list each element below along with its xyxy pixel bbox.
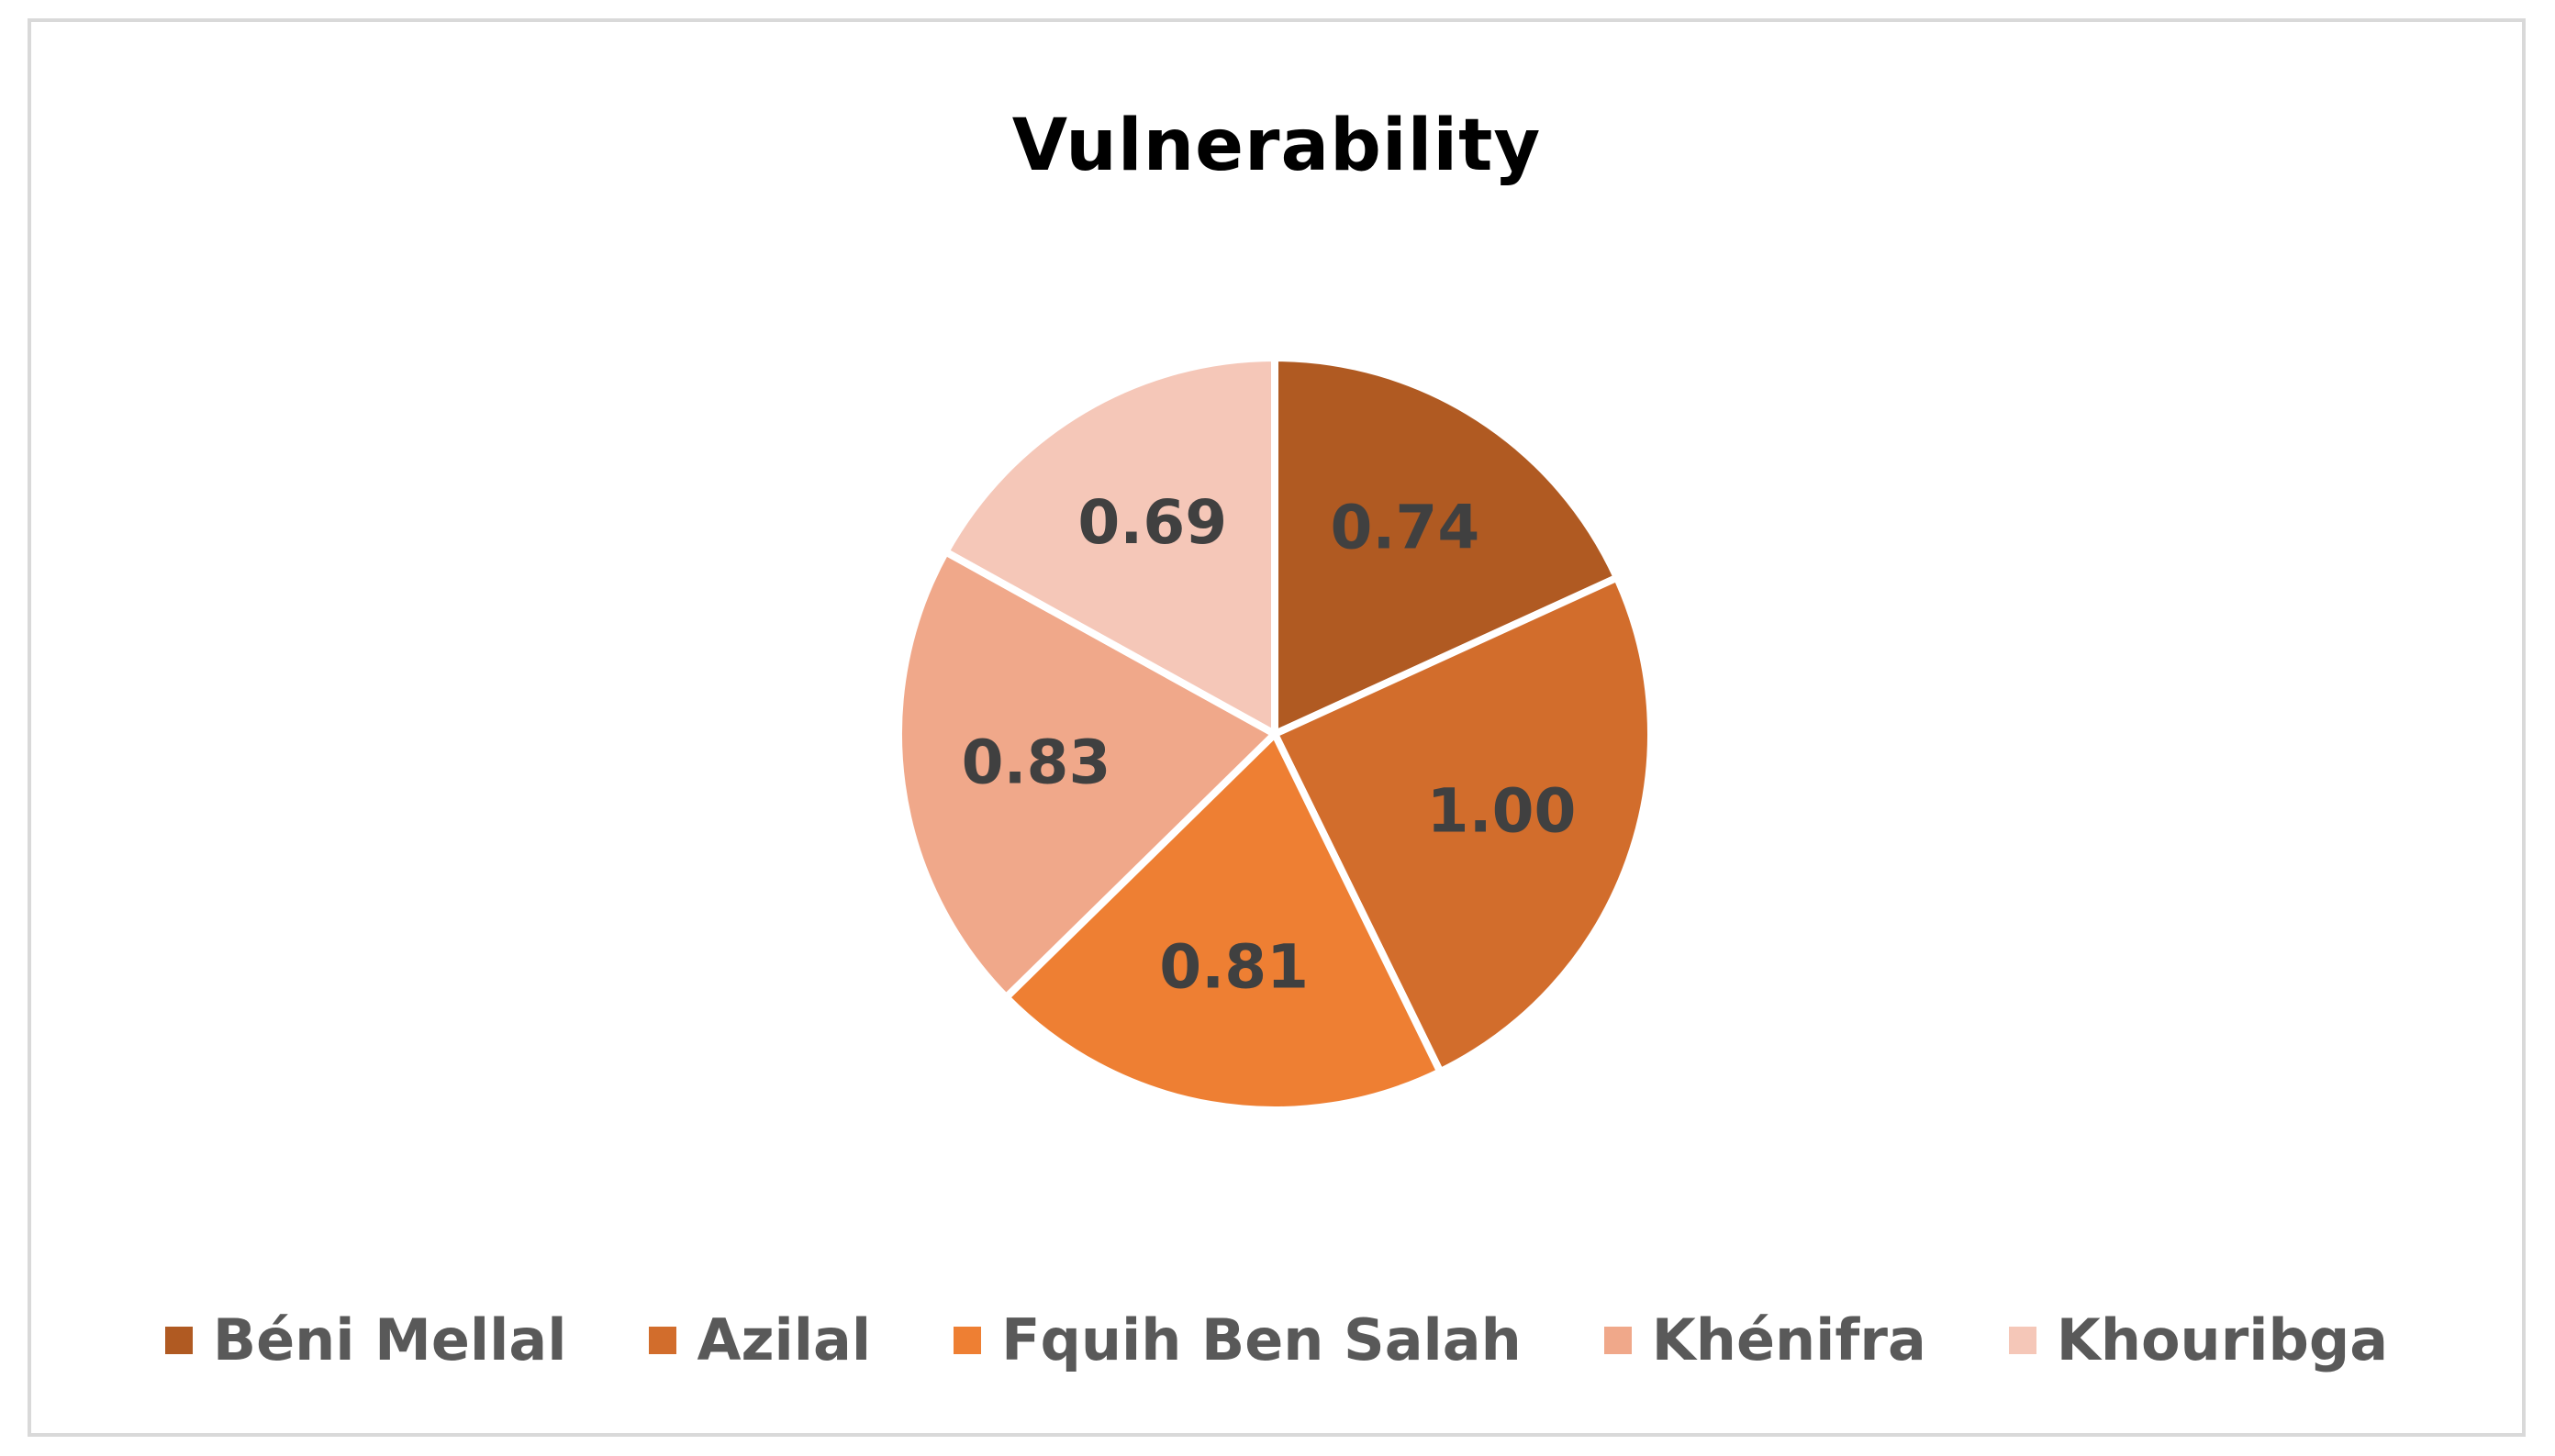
legend-label-fquih-ben-salah: Fquih Ben Salah	[1001, 1306, 1522, 1373]
legend-swatch-fquih-ben-salah	[954, 1326, 982, 1354]
data-label-azilal: 1.00	[1427, 775, 1577, 846]
legend-label-khouribga: Khouribga	[2056, 1306, 2389, 1373]
legend-swatch-khouribga	[2008, 1326, 2036, 1354]
legend-label-azilal: Azilal	[697, 1306, 872, 1373]
pie-chart: 0.74 1.00 0.81 0.83 0.69	[895, 354, 1655, 1114]
legend-label-kh-nifra: Khénifra	[1651, 1306, 1926, 1373]
pie-slice-b-ni-mellal	[1271, 354, 1621, 738]
legend-item-khouribga: Khouribga	[2008, 1306, 2389, 1373]
legend-swatch-kh-nifra	[1603, 1326, 1632, 1354]
data-label-fquih-ben-salah: 0.81	[1159, 932, 1309, 1003]
legend-item-b-ni-mellal: Béni Mellal	[164, 1306, 567, 1373]
data-label-khouribga: 0.69	[1077, 487, 1227, 558]
legend-label-b-ni-mellal: Béni Mellal	[212, 1306, 567, 1373]
pie-slice-kh-nifra	[895, 548, 1278, 1002]
chart-legend: Béni Mellal Azilal Fquih Ben Salah Khénifra…	[31, 1306, 2522, 1373]
data-label-kh-nifra: 0.83	[962, 727, 1111, 797]
legend-swatch-b-ni-mellal	[164, 1326, 193, 1354]
chart-area: Vulnerability 0.74 1.00 0.81 0.83 0.69 Béni …	[28, 18, 2526, 1437]
pie-slice-fquih-ben-salah	[1002, 730, 1445, 1114]
legend-item-fquih-ben-salah: Fquih Ben Salah	[954, 1306, 1522, 1373]
pie-slice-khouribga	[942, 354, 1278, 738]
legend-item-azilal: Azilal	[649, 1306, 871, 1373]
legend-swatch-azilal	[649, 1326, 677, 1354]
legend-item-kh-nifra: Khénifra	[1603, 1306, 1926, 1373]
pie-slice-azilal	[1271, 573, 1655, 1076]
data-label-b-ni-mellal: 0.74	[1330, 492, 1479, 562]
chart-title: Vulnerability	[1011, 105, 1542, 187]
